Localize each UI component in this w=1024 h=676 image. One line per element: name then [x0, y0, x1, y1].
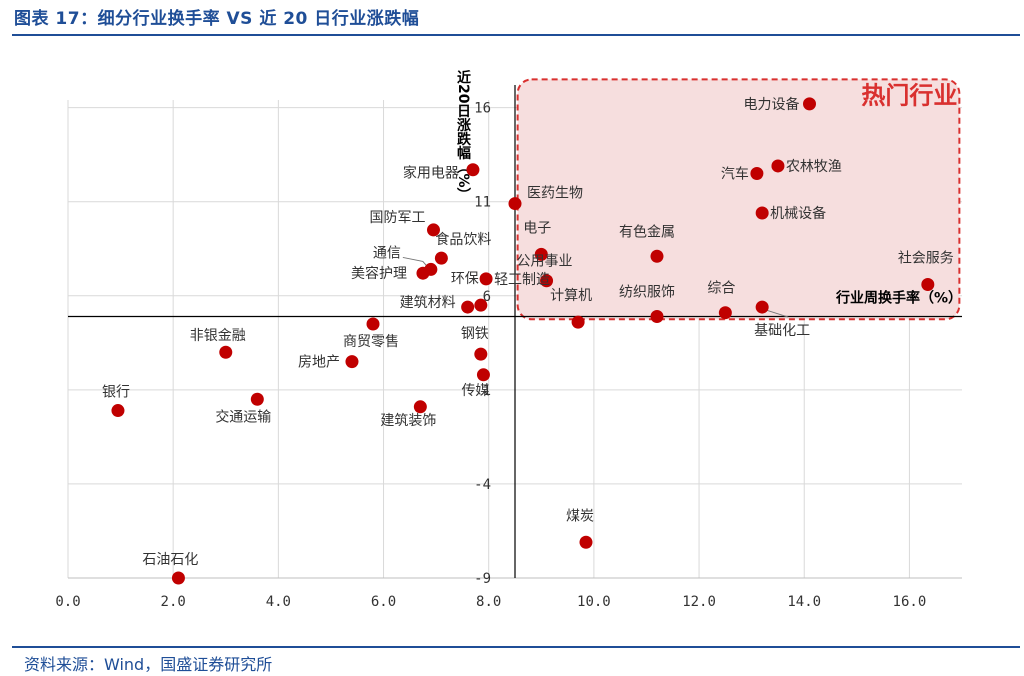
data-point: [466, 163, 480, 177]
data-point: [508, 197, 522, 211]
data-label: 汽车: [721, 165, 749, 182]
leader-line: [766, 309, 789, 318]
hot-zone-label: 热门行业: [861, 81, 957, 109]
data-label: 公用事业: [517, 254, 573, 270]
data-label: 机械设备: [770, 205, 826, 222]
data-label: 环保: [451, 271, 479, 287]
data-label: 交通运输: [215, 408, 271, 425]
scatter-chart: 热门行业 0.0 2.0 4.0 6.0 8.0 10.0 12.0 14.0 16.0 -9 -…: [55, 69, 962, 610]
x-tick-label: 6.0: [371, 594, 396, 610]
data-point: [718, 306, 732, 320]
axes: [68, 85, 962, 578]
data-label: 美容护理: [351, 265, 407, 282]
data-label: 轻工制造: [494, 272, 550, 288]
data-label: 房地产: [298, 355, 340, 371]
x-tick-label: 8.0: [476, 594, 501, 610]
chart-title: 图表 17：细分行业换手率 VS 近 20 日行业涨跌幅: [14, 9, 420, 29]
x-tick-label: 12.0: [682, 594, 716, 610]
x-tick-label: 14.0: [787, 594, 821, 610]
data-point: [171, 571, 185, 585]
data-point: [750, 166, 764, 180]
data-label: 计算机: [550, 288, 592, 304]
data-label: 非银金融: [190, 328, 246, 344]
x-tick-label: 2.0: [161, 594, 186, 610]
data-point: [755, 300, 769, 314]
source-note: 资料来源：Wind，国盛证券研究所: [24, 655, 273, 674]
data-point: [579, 535, 593, 549]
data-points: [111, 97, 935, 585]
title-rule: [12, 34, 1020, 36]
data-point: [416, 266, 430, 280]
y-tick-label: 11: [474, 195, 491, 211]
data-label: 医药生物: [527, 186, 583, 202]
data-point: [111, 404, 125, 418]
data-point: [219, 345, 233, 359]
footer-rule: [12, 646, 1020, 648]
data-point: [650, 309, 664, 323]
data-label: 社会服务: [898, 250, 954, 266]
data-label: 纺织服饰: [619, 284, 675, 300]
data-label: 基础化工: [754, 322, 810, 339]
data-point: [474, 298, 488, 312]
data-label: 食品饮料: [435, 231, 491, 248]
x-tick-label: 10.0: [577, 594, 611, 610]
data-label: 电力设备: [743, 96, 799, 113]
data-label: 通信: [373, 245, 401, 261]
data-point: [650, 249, 664, 263]
data-point: [802, 97, 816, 111]
data-label: 石油石化: [142, 552, 198, 568]
x-tick-label: 0.0: [55, 594, 80, 610]
data-label: 煤炭: [566, 508, 594, 524]
data-point: [250, 392, 264, 406]
data-point: [426, 223, 440, 237]
x-tick-label: 16.0: [893, 594, 927, 610]
data-label: 综合: [707, 281, 735, 297]
hot-zone: [516, 78, 961, 321]
data-label: 农林牧渔: [786, 159, 842, 175]
data-point: [755, 206, 769, 220]
x-axis-label: 行业周换手率（%）: [835, 289, 962, 306]
y-tick-label: -9: [474, 571, 491, 587]
data-point: [413, 400, 427, 414]
data-label: 有色金属: [619, 223, 675, 240]
y-tick-label: 16: [474, 101, 491, 117]
data-point: [534, 247, 548, 261]
data-label: 建筑材料: [400, 295, 456, 311]
data-label: 传媒: [461, 383, 489, 399]
data-point: [771, 159, 785, 173]
data-point: [476, 368, 490, 382]
data-point: [540, 274, 554, 288]
data-point: [479, 272, 493, 286]
data-point: [474, 347, 488, 361]
data-label: 银行: [102, 385, 130, 401]
data-label: 商贸零售: [343, 334, 399, 350]
data-point: [345, 355, 359, 369]
y-tick-label: -4: [474, 477, 491, 493]
y-tick-label: 6: [483, 289, 491, 305]
data-label: 国防军工: [369, 210, 425, 226]
x-tick-labels: 0.0 2.0 4.0 6.0 8.0 10.0 12.0 14.0 16.0: [55, 594, 926, 610]
data-label: 建筑装饰: [380, 413, 436, 429]
data-label: 钢铁: [461, 326, 489, 342]
data-label: 电子: [523, 220, 551, 236]
data-label: 家用电器: [403, 165, 459, 182]
y-tick-label: 1: [483, 383, 491, 399]
data-point: [461, 300, 475, 314]
x-tick-label: 4.0: [266, 594, 291, 610]
data-point: [571, 315, 585, 329]
data-point: [921, 277, 935, 291]
data-point: [366, 317, 380, 331]
data-point: [434, 251, 448, 265]
